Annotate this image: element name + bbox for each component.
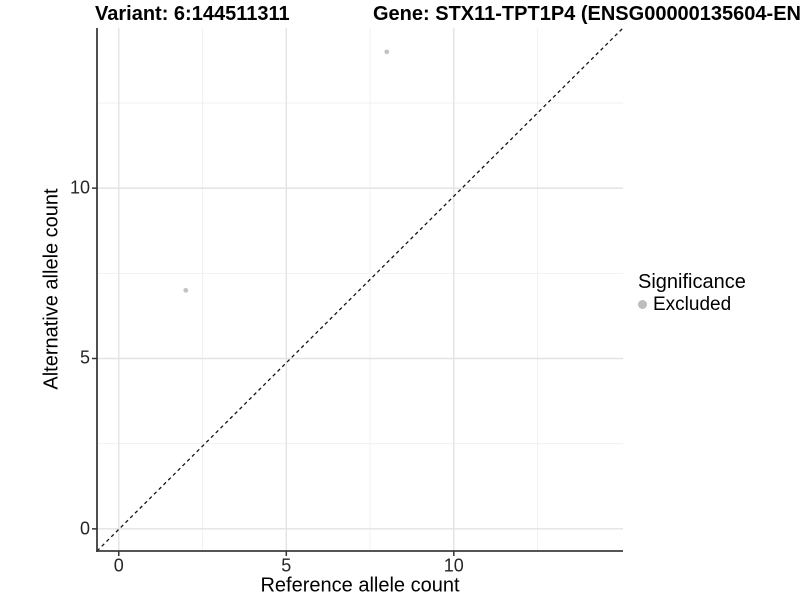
legend-item: Excluded bbox=[638, 294, 746, 315]
variant-title: Variant: 6:144511311 bbox=[95, 3, 290, 25]
legend-title: Significance bbox=[638, 271, 746, 293]
identity-line bbox=[96, 27, 624, 552]
y-tick-label: 5 bbox=[79, 347, 90, 368]
y-tick-label: 0 bbox=[79, 518, 90, 539]
data-point bbox=[183, 287, 189, 293]
x-tick-label: 5 bbox=[281, 555, 292, 576]
legend-item-label: Excluded bbox=[653, 294, 732, 315]
gene-title: Gene: STX11-TPT1P4 (ENSG00000135604-EN bbox=[373, 3, 800, 25]
y-tick-label: 10 bbox=[69, 177, 90, 198]
x-tick-label: 10 bbox=[443, 555, 464, 576]
legend-point-icon bbox=[638, 300, 647, 309]
y-axis-title: Alternative allele count bbox=[40, 188, 63, 390]
data-point bbox=[384, 49, 390, 55]
x-axis-title: Reference allele count bbox=[260, 574, 460, 597]
x-tick-label: 0 bbox=[113, 555, 124, 576]
legend: Significance Excluded bbox=[638, 271, 746, 315]
